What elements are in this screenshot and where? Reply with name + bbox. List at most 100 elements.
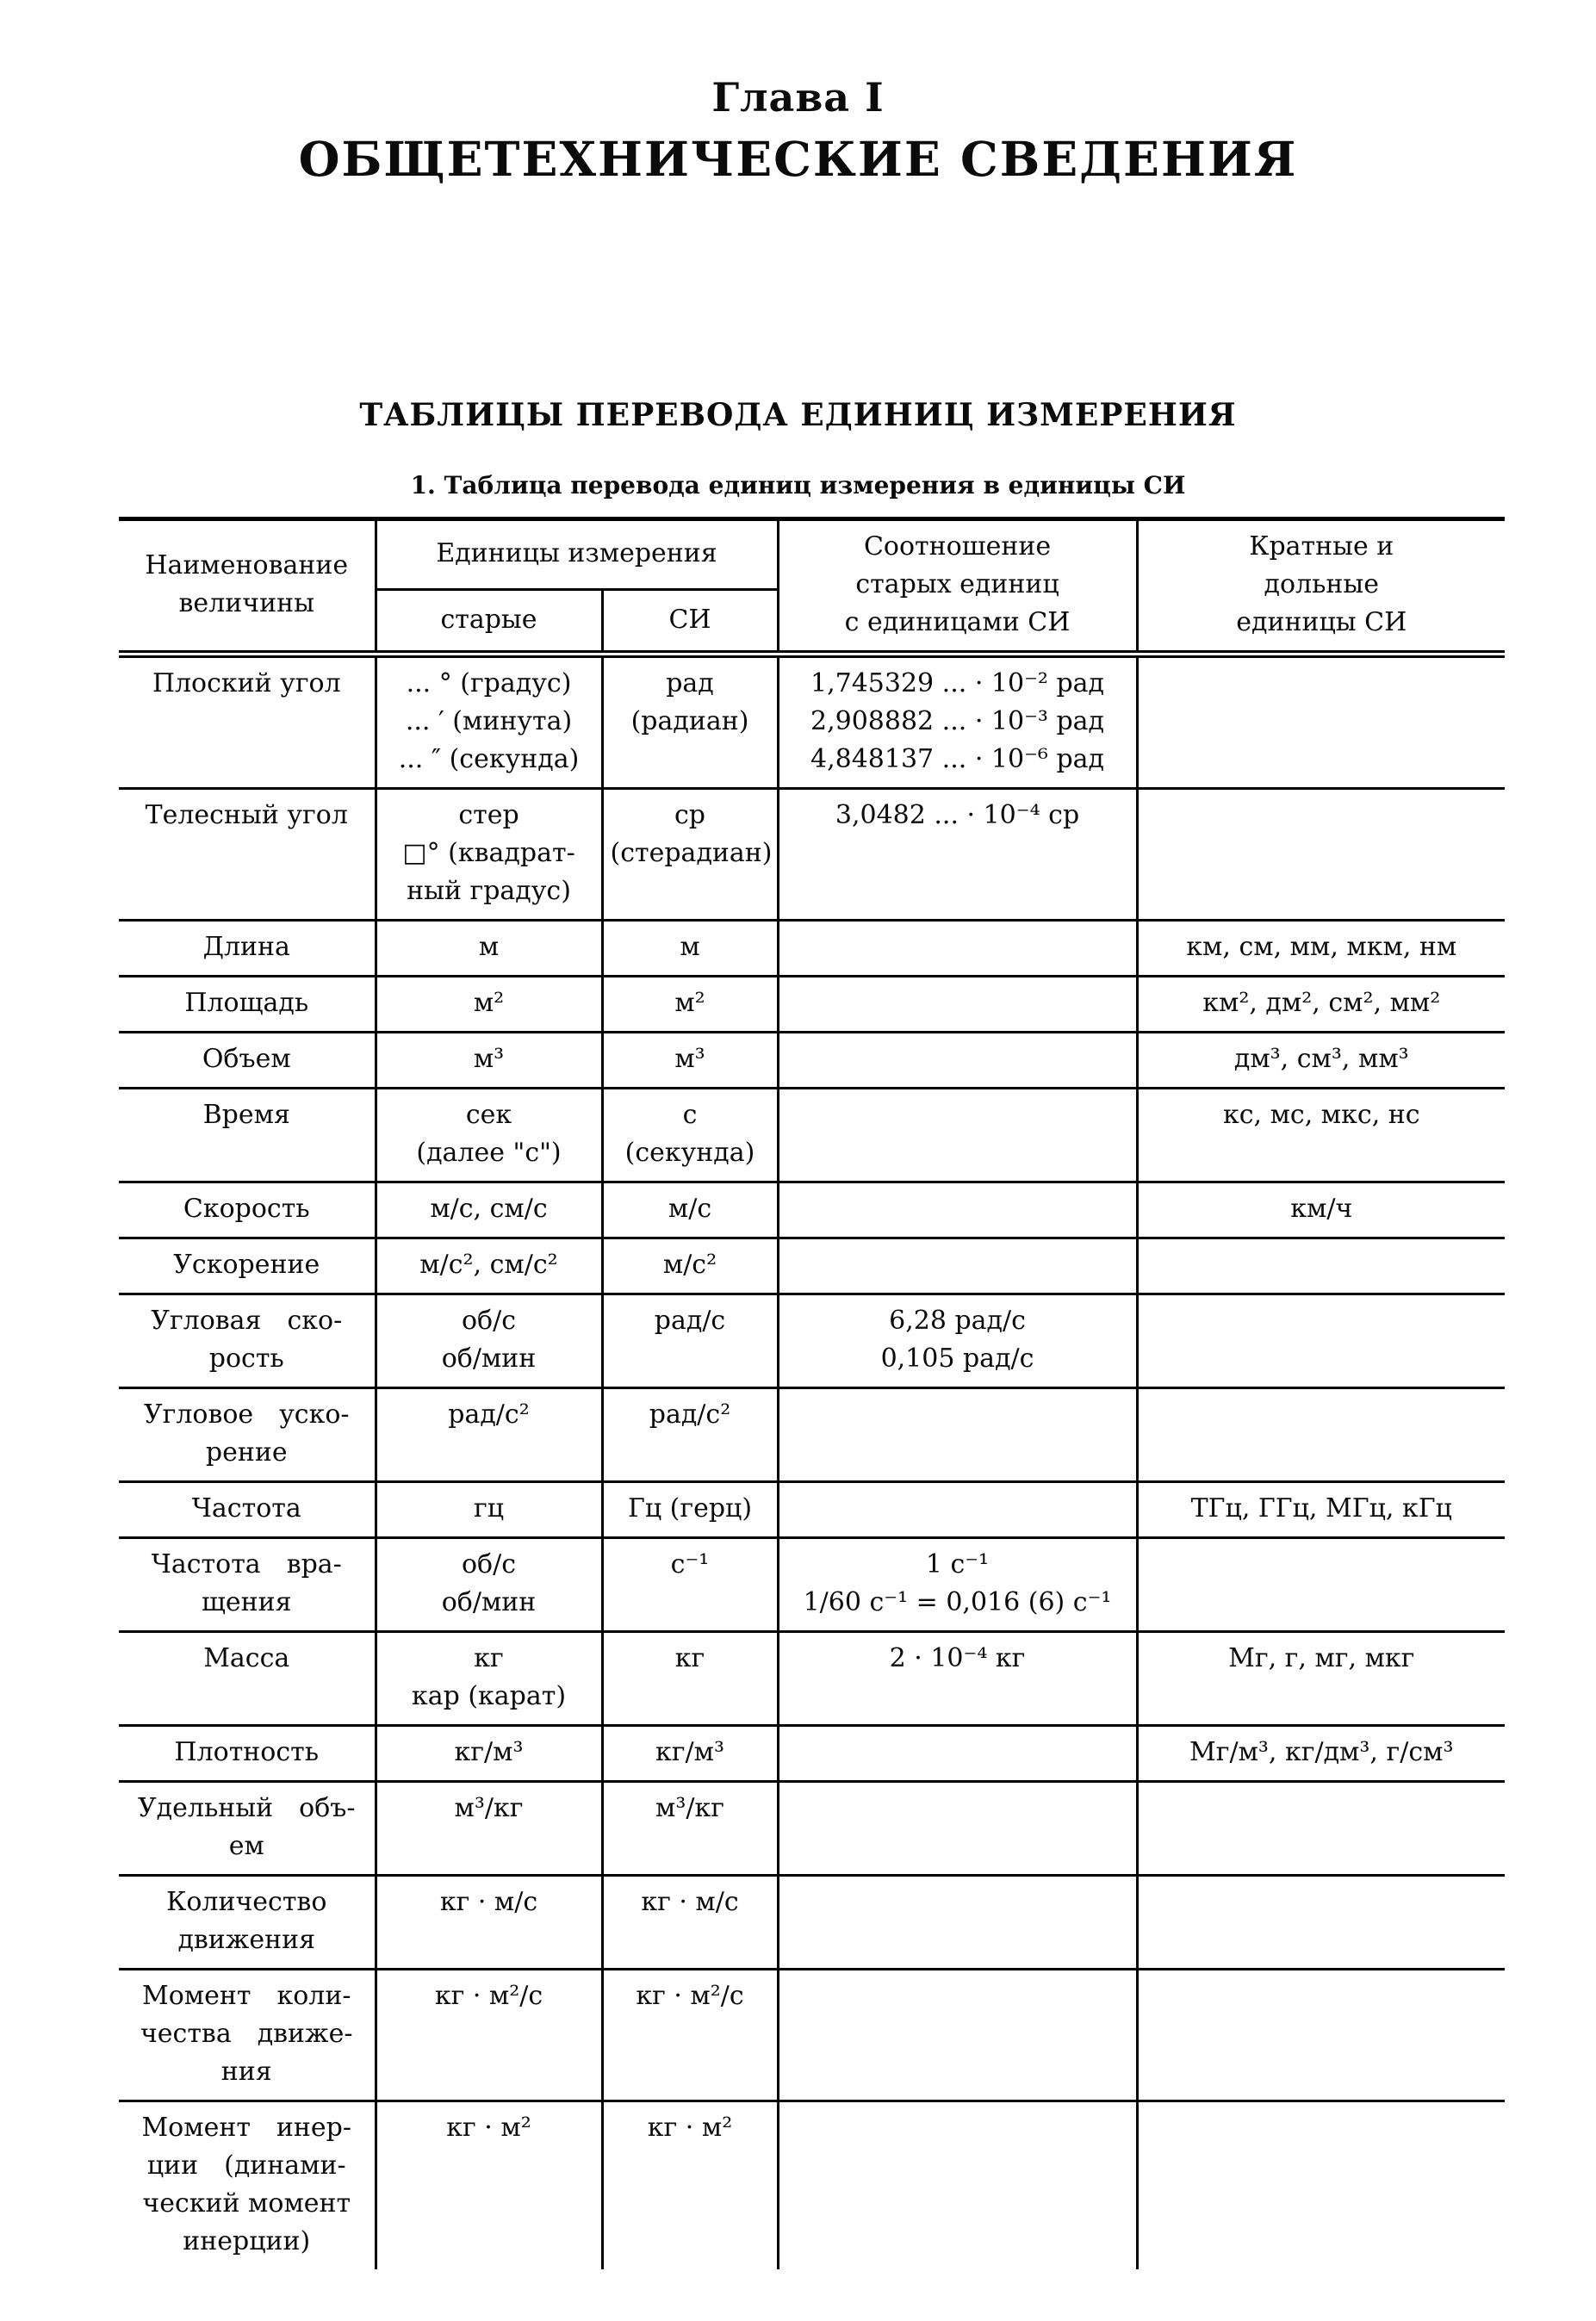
cell-si-units: рад (радиан) — [600, 654, 779, 789]
cell-si-units: ср (стерадиан) — [600, 787, 779, 921]
cell-multiples: ТГц, ГГц, МГц, кГц — [1135, 1480, 1506, 1538]
cell-multiples — [1135, 1874, 1506, 1970]
table-row: Момент коли- чества движе- ния кг · м²/с… — [119, 1968, 1506, 2101]
cell-name: Плоский угол — [152, 668, 341, 698]
chapter-heading: Глава I — [711, 74, 885, 121]
header-multiples: Кратные и дольные единицы СИ — [1135, 517, 1506, 658]
cell-si-units: с⁻¹ — [600, 1536, 779, 1632]
cell-si-units: Гц (герц) — [600, 1480, 779, 1538]
cell-ratio — [776, 1387, 1138, 1482]
cell-name: Угловое уско- рение — [119, 1387, 376, 1482]
cell-multiples — [1135, 1780, 1506, 1876]
table-row: Плотность кг/м³ кг/м³ Мг/м³, кг/дм³, г/с… — [119, 1724, 1506, 1782]
table-row: Плоский угол ... ° (градус) ... ′ (минут… — [119, 654, 1506, 789]
cell-ratio — [776, 1968, 1138, 2101]
cell-old-units: м/с, см/с — [374, 1181, 602, 1238]
cell-multiples: Мг/м³, кг/дм³, г/см³ — [1135, 1724, 1506, 1782]
cell-ratio — [776, 1724, 1138, 1782]
table-row: Угловое уско- рение рад/с² рад/с² — [119, 1387, 1506, 1482]
cell-si-units: м — [600, 919, 779, 977]
cell-name: Момент коли- чества движе- ния — [119, 1968, 376, 2101]
cell-name: Площадь — [119, 975, 376, 1033]
cell-ratio — [776, 1780, 1138, 1876]
table-row: Площадь м² м² км², дм², см², мм² — [119, 975, 1506, 1033]
cell-old-units: рад/с² — [374, 1387, 602, 1482]
cell-si-units: м/с² — [600, 1237, 779, 1294]
cell-old-units: м/с², см/с² — [374, 1237, 602, 1294]
cell-ratio — [776, 919, 1138, 977]
chapter-title: ОБЩЕТЕХНИЧЕСКИЕ СВЕДЕНИЯ — [298, 131, 1298, 187]
table-row: Ускорение м/с², см/с² м/с² — [119, 1237, 1506, 1294]
cell-ratio — [776, 1181, 1138, 1238]
cell-old-units: сек (далее "с") — [374, 1087, 602, 1182]
table-row: Момент инер- ции (динами- ческий момент … — [119, 2100, 1506, 2269]
cell-name: Удельный объ- ем — [119, 1780, 376, 1876]
cell-name: Скорость — [119, 1181, 376, 1238]
table-row: Время сек (далее "с") с (секунда) кс, мс… — [119, 1087, 1506, 1182]
header-units-group: Единицы измерения — [374, 517, 779, 591]
cell-multiples: дм³, см³, мм³ — [1135, 1031, 1506, 1089]
cell-name: Частота вра- щения — [119, 1536, 376, 1632]
cell-name: Плотность — [119, 1724, 376, 1782]
table-caption: 1. Таблица перевода единиц измерения в е… — [410, 471, 1186, 500]
cell-multiples: км², дм², см², мм² — [1135, 975, 1506, 1033]
cell-old-units: стер □° (квадрат- ный градус) — [374, 787, 602, 921]
cell-si-units: кг · м²/с — [600, 1968, 779, 2101]
units-conversion-table: Наименование величины Единицы измерения … — [119, 517, 1506, 2269]
cell-multiples — [1135, 1968, 1506, 2101]
table-row: Длина м м км, см, мм, мкм, нм — [119, 919, 1506, 977]
cell-multiples — [1135, 2100, 1506, 2269]
table-row: Частота вра- щения об/с об/мин с⁻¹ 1 с⁻¹… — [119, 1536, 1506, 1632]
cell-name: Количество движения — [119, 1874, 376, 1970]
table-header-row-2: старые СИ — [119, 589, 1505, 658]
cell-multiples — [1135, 1237, 1506, 1294]
cell-multiples: кс, мс, мкс, нс — [1135, 1087, 1506, 1182]
cell-old-units: м — [374, 919, 602, 977]
header-si-units: СИ — [600, 589, 779, 658]
cell-si-units: кг · м/с — [600, 1874, 779, 1970]
cell-multiples — [1135, 654, 1506, 789]
cell-name: Ускорение — [119, 1237, 376, 1294]
cell-si-units: кг · м² — [600, 2100, 779, 2269]
table-row: Угловая ско- рость об/с об/мин рад/с 6,2… — [119, 1293, 1506, 1388]
table-row: Скорость м/с, см/с м/с км/ч — [119, 1181, 1506, 1238]
cell-ratio: 1 с⁻¹ 1/60 с⁻¹ = 0,016 (6) с⁻¹ — [776, 1536, 1138, 1632]
header-ratio: Соотношение старых единиц с единицами СИ — [776, 517, 1138, 658]
cell-old-units: кг · м² — [374, 2100, 602, 2269]
cell-ratio: 1,745329 ... · 10⁻² рад 2,908882 ... · 1… — [776, 654, 1138, 789]
cell-multiples: Мг, г, мг, мкг — [1135, 1630, 1506, 1726]
cell-ratio — [776, 1874, 1138, 1970]
cell-multiples — [1135, 1536, 1506, 1632]
cell-ratio — [776, 1031, 1138, 1089]
cell-si-units: м³/кг — [600, 1780, 779, 1876]
cell-ratio: 3,0482 ... · 10⁻⁴ ср — [776, 787, 1138, 921]
table-row: Частота гц Гц (герц) ТГц, ГГц, МГц, кГц — [119, 1480, 1506, 1538]
cell-si-units: рад/с — [600, 1293, 779, 1388]
cell-si-units: м² — [600, 975, 779, 1033]
cell-old-units: м² — [374, 975, 602, 1033]
cell-name: Объем — [119, 1031, 376, 1089]
cell-old-units: кг · м/с — [374, 1874, 602, 1970]
cell-name: Частота — [119, 1480, 376, 1538]
cell-old-units: кг · м²/с — [374, 1968, 602, 2101]
cell-multiples — [1135, 1293, 1506, 1388]
cell-si-units: кг/м³ — [600, 1724, 779, 1782]
cell-name: Момент инер- ции (динами- ческий момент … — [119, 2100, 376, 2269]
table-row: Телесный угол стер □° (квадрат- ный град… — [119, 787, 1506, 921]
cell-old-units: об/с об/мин — [374, 1293, 602, 1388]
table-row: Объем м³ м³ дм³, см³, мм³ — [119, 1031, 1506, 1089]
cell-multiples — [1135, 787, 1506, 921]
cell-multiples: км/ч — [1135, 1181, 1506, 1238]
table-body: Плоский угол ... ° (градус) ... ′ (минут… — [119, 654, 1506, 2269]
cell-old-units: гц — [374, 1480, 602, 1538]
cell-old-units: м³ — [374, 1031, 602, 1089]
cell-si-units: с (секунда) — [600, 1087, 779, 1182]
cell-ratio — [776, 2100, 1138, 2269]
cell-si-units: м³ — [600, 1031, 779, 1089]
table-header-row-1: Наименование величины Единицы измерения … — [119, 517, 1506, 658]
cell-multiples — [1135, 1387, 1506, 1482]
cell-old-units: кг кар (карат) — [374, 1630, 602, 1726]
cell-si-units: рад/с² — [600, 1387, 779, 1482]
cell-name: Длина — [119, 919, 376, 977]
